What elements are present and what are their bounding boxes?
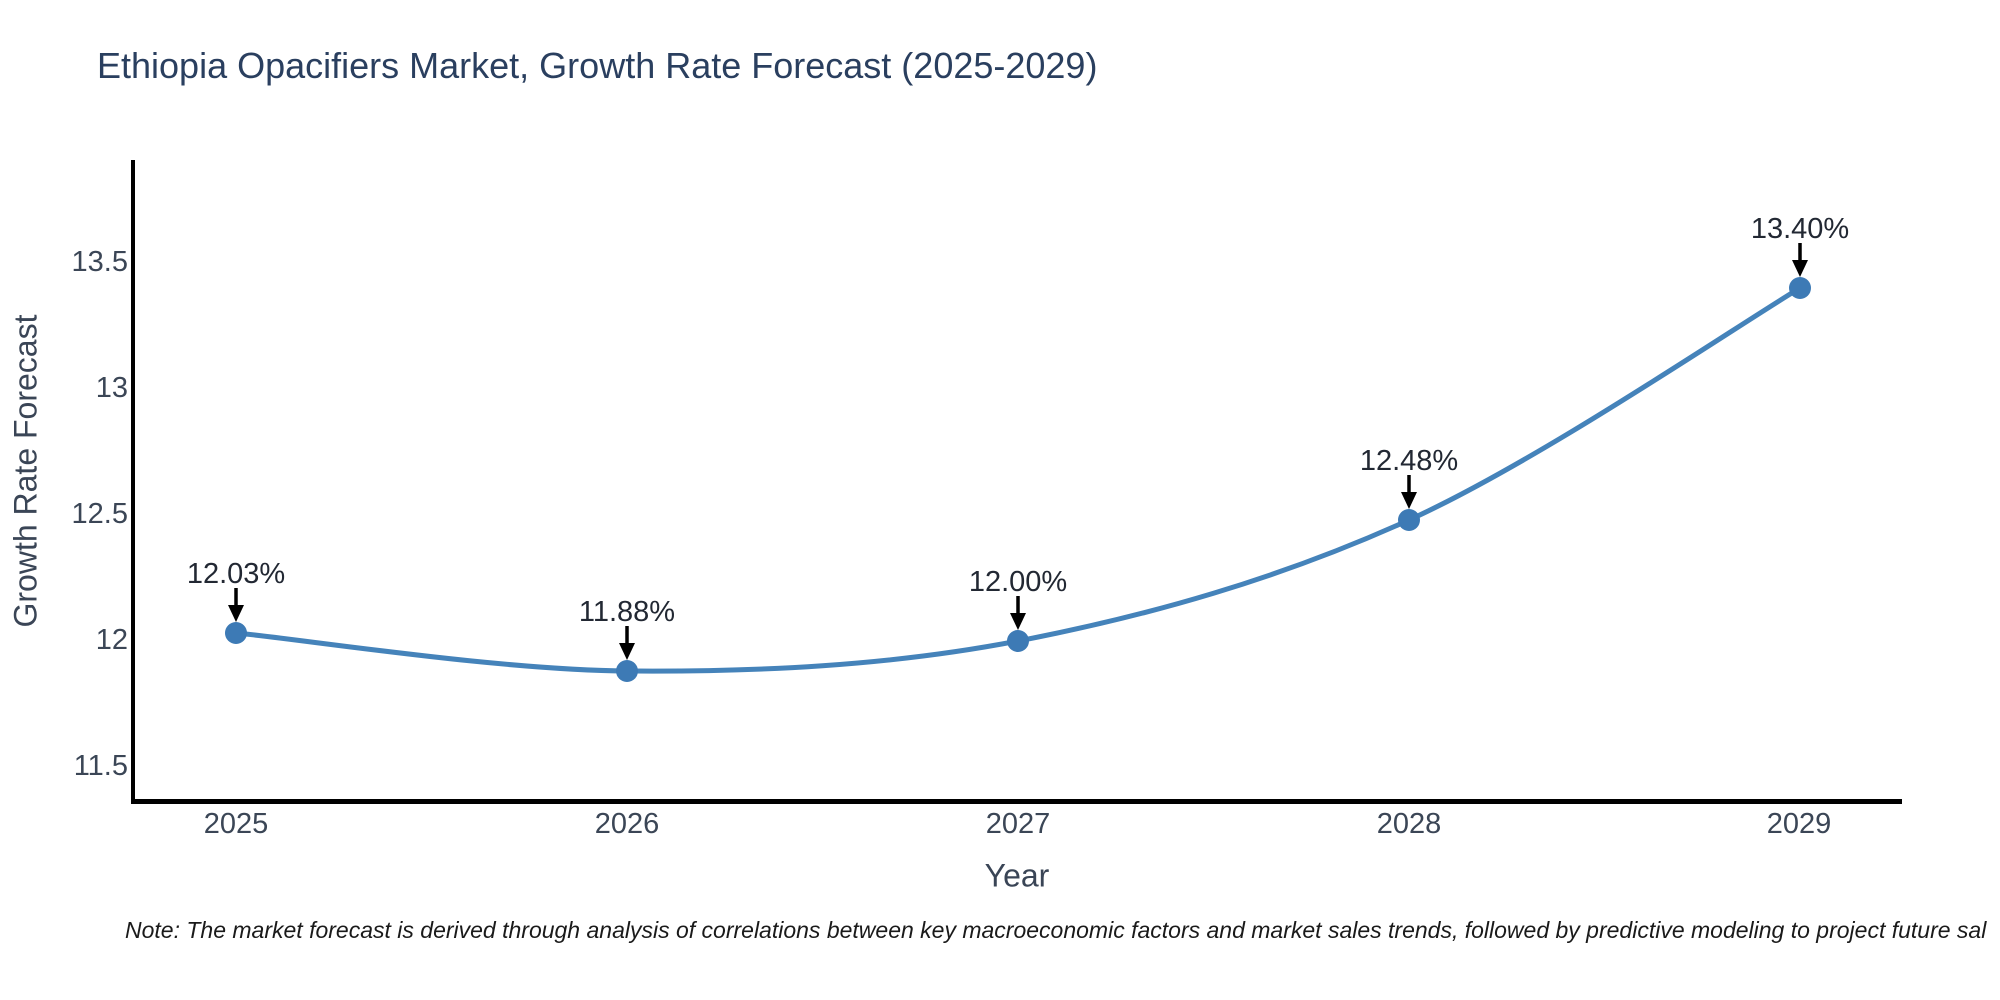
annotation-label-2027: 12.00% <box>968 566 1068 598</box>
y-axis-title: Growth Rate Forecast <box>7 314 44 628</box>
annotation-arrow-2025 <box>228 588 244 622</box>
data-point-2027 <box>1007 630 1029 652</box>
annotation-label-2029: 13.40% <box>1750 213 1850 245</box>
x-tick-2026: 2026 <box>594 808 660 840</box>
x-tick-2025: 2025 <box>203 808 269 840</box>
x-axis-spine <box>131 799 1902 804</box>
annotation-label-2026: 11.88% <box>578 596 676 628</box>
footnote-text: Note: The market forecast is derived thr… <box>125 917 1987 943</box>
chart-title: Ethiopia Opacifiers Market, Growth Rate … <box>97 45 1098 86</box>
annotation-arrow-2027 <box>1010 596 1026 630</box>
y-tick-13: 13 <box>95 372 128 404</box>
annotation-arrow-2029 <box>1792 243 1808 277</box>
annotation-arrow-2028 <box>1401 475 1417 509</box>
y-tick-12-5: 12.5 <box>71 498 128 530</box>
annotation-label-2025: 12.03% <box>186 558 286 590</box>
y-tick-11-5: 11.5 <box>73 750 128 782</box>
x-tick-2028: 2028 <box>1376 808 1442 840</box>
y-axis-spine <box>131 160 135 803</box>
y-tick-13-5: 13.5 <box>71 246 128 278</box>
y-tick-12: 12 <box>95 624 128 656</box>
data-point-2026 <box>616 660 638 682</box>
x-tick-2027: 2027 <box>985 808 1051 840</box>
x-axis-title: Year <box>984 857 1050 894</box>
data-point-2029 <box>1789 277 1811 299</box>
annotation-label-2028: 12.48% <box>1359 445 1459 477</box>
data-point-2028 <box>1398 509 1420 531</box>
x-tick-2029: 2029 <box>1766 808 1832 840</box>
data-point-2025 <box>225 622 247 644</box>
annotation-arrow-2026 <box>619 626 635 660</box>
